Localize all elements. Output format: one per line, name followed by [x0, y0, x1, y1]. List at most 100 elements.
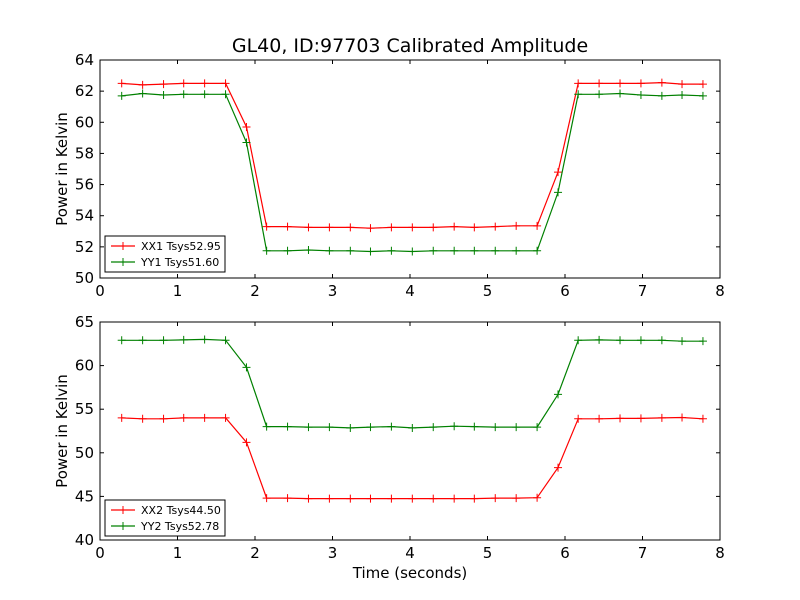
data-point-marker	[533, 221, 542, 230]
chart-title: GL40, ID:97703 Calibrated Amplitude	[232, 35, 588, 57]
data-point-marker	[304, 494, 313, 503]
data-point-marker	[636, 336, 645, 345]
x-tick-label: 5	[483, 544, 493, 562]
x-tick-label: 2	[250, 544, 260, 562]
y-tick-label: 65	[75, 313, 94, 331]
data-point-marker	[159, 414, 168, 423]
data-point-marker	[200, 90, 209, 99]
data-point-marker	[242, 138, 251, 147]
data-point-marker	[429, 223, 438, 232]
data-point-marker	[616, 79, 625, 88]
x-tick-label: 6	[560, 544, 570, 562]
data-point-marker	[574, 414, 583, 423]
y-axis-label: Power in Kelvin	[53, 112, 71, 226]
data-point-marker	[408, 494, 417, 503]
x-tick-label: 7	[638, 544, 648, 562]
data-point-marker	[554, 463, 563, 472]
x-tick-label: 8	[715, 282, 725, 300]
data-point-marker	[159, 80, 168, 89]
x-axis-label: Time (seconds)	[352, 564, 468, 582]
data-point-marker	[366, 494, 375, 503]
data-point-marker	[262, 494, 271, 503]
data-point-marker	[533, 493, 542, 502]
data-point-marker	[491, 494, 500, 503]
y-tick-label: 60	[75, 357, 94, 375]
series-2	[117, 89, 707, 256]
x-tick-label: 1	[173, 282, 183, 300]
data-point-marker	[325, 494, 334, 503]
data-point-marker	[574, 79, 583, 88]
x-tick-label: 3	[328, 282, 338, 300]
data-point-marker	[138, 336, 147, 345]
x-tick-label: 1	[173, 544, 183, 562]
data-point-marker	[678, 91, 687, 100]
y-tick-label: 40	[75, 531, 94, 549]
data-point-marker	[470, 494, 479, 503]
data-point-marker	[470, 422, 479, 431]
data-point-marker	[533, 423, 542, 432]
x-tick-label: 6	[560, 282, 570, 300]
data-point-marker	[512, 423, 521, 432]
data-point-marker	[698, 337, 707, 346]
data-point-marker	[221, 79, 230, 88]
y-tick-label: 50	[75, 269, 94, 287]
data-point-marker	[450, 422, 459, 431]
data-point-marker	[429, 494, 438, 503]
data-point-marker	[470, 223, 479, 232]
x-tick-label: 0	[95, 282, 105, 300]
data-point-marker	[366, 247, 375, 256]
series-2	[117, 335, 707, 432]
data-point-marker	[138, 89, 147, 98]
data-point-marker	[408, 247, 417, 256]
legend-label: XX1 Tsys52.95	[141, 240, 221, 253]
x-tick-label: 5	[483, 282, 493, 300]
data-point-marker	[138, 414, 147, 423]
data-point-marker	[117, 91, 126, 100]
data-point-marker	[283, 246, 292, 255]
data-point-marker	[159, 91, 168, 100]
series-1	[117, 78, 707, 233]
legend-label: YY1 Tsys51.60	[140, 256, 219, 269]
data-point-marker	[346, 246, 355, 255]
x-tick-label: 2	[250, 282, 260, 300]
y-tick-label: 55	[75, 400, 94, 418]
data-point-marker	[200, 335, 209, 344]
data-point-marker	[283, 422, 292, 431]
x-tick-label: 0	[95, 544, 105, 562]
data-point-marker	[657, 91, 666, 100]
data-point-marker	[221, 90, 230, 99]
x-tick-label: 4	[405, 544, 415, 562]
data-point-marker	[200, 413, 209, 422]
data-point-marker	[616, 89, 625, 98]
data-point-marker	[242, 363, 251, 372]
data-point-marker	[512, 494, 521, 503]
data-point-marker	[179, 335, 188, 344]
data-point-marker	[698, 80, 707, 89]
y-tick-label: 52	[75, 238, 94, 256]
data-point-marker	[678, 80, 687, 89]
data-point-marker	[512, 221, 521, 230]
data-point-marker	[221, 413, 230, 422]
data-point-marker	[159, 336, 168, 345]
data-point-marker	[387, 246, 396, 255]
data-point-marker	[616, 414, 625, 423]
y-tick-label: 54	[75, 207, 94, 225]
data-point-marker	[117, 413, 126, 422]
data-point-marker	[636, 91, 645, 100]
data-point-marker	[117, 336, 126, 345]
data-point-marker	[408, 223, 417, 232]
data-point-marker	[138, 80, 147, 89]
data-point-marker	[491, 423, 500, 432]
data-point-marker	[179, 79, 188, 88]
legend-label: YY2 Tsys52.78	[140, 520, 219, 533]
data-point-marker	[117, 79, 126, 88]
data-point-marker	[221, 336, 230, 345]
data-point-marker	[304, 245, 313, 254]
data-point-marker	[262, 222, 271, 231]
data-point-marker	[554, 188, 563, 197]
data-point-marker	[450, 494, 459, 503]
data-point-marker	[595, 335, 604, 344]
